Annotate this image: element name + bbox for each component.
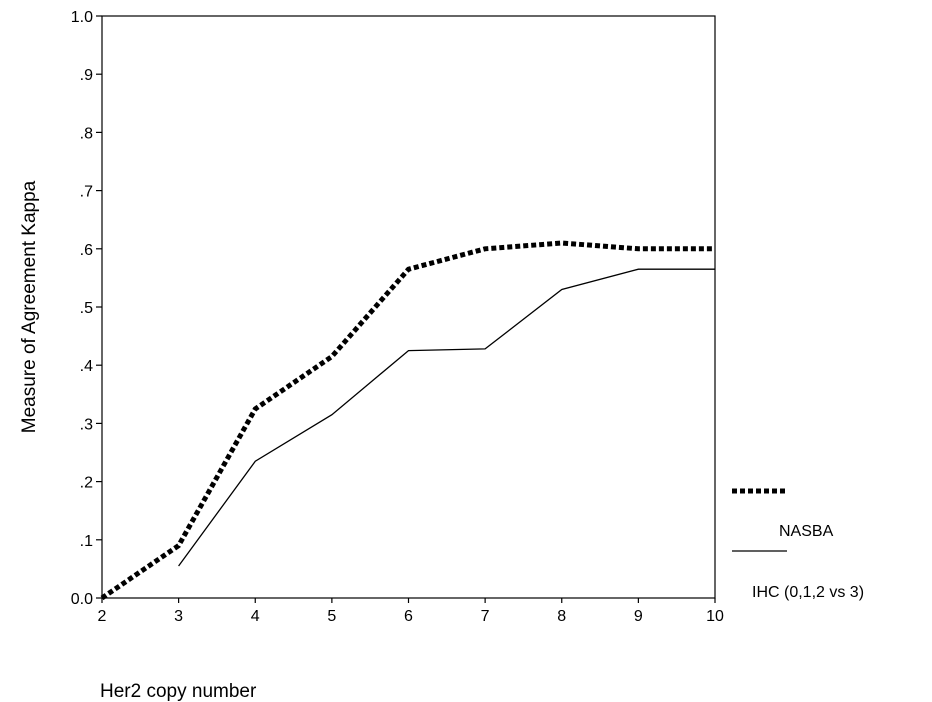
y-tick-label: .8 (80, 125, 93, 142)
y-tick-label: 0.0 (71, 591, 93, 608)
x-axis: 2 3 4 5 6 7 8 9 10 (98, 598, 724, 625)
x-tick-label: 10 (706, 608, 724, 625)
y-tick-label: .7 (80, 184, 93, 201)
x-tick-label: 8 (557, 608, 566, 625)
y-axis: 0.0 .1 .2 .3 .4 .5 .6 .7 .8 .9 1.0 (71, 9, 102, 608)
x-tick-label: 3 (174, 608, 183, 625)
y-tick-label: .5 (80, 300, 93, 317)
x-tick-label: 7 (481, 608, 490, 625)
legend-label: IHC (0,1,2 vs 3) (752, 584, 864, 601)
x-tick-label: 2 (98, 608, 107, 625)
plot-frame (102, 16, 715, 598)
y-tick-label: .2 (80, 475, 93, 492)
x-axis-title: Her2 copy number (100, 681, 257, 702)
x-tick-label: 9 (634, 608, 643, 625)
x-tick-label: 5 (327, 608, 336, 625)
legend: NASBA IHC (0,1,2 vs 3) (732, 491, 864, 601)
y-tick-label: .3 (80, 416, 93, 433)
y-tick-label: .9 (80, 67, 93, 84)
x-tick-label: 4 (251, 608, 260, 625)
series-line-ihc (179, 269, 715, 566)
x-tick-label: 6 (404, 608, 413, 625)
y-tick-label: .1 (80, 533, 93, 550)
legend-label: NASBA (779, 523, 834, 540)
y-tick-label: .6 (80, 242, 93, 259)
y-axis-title: Measure of Agreement Kappa (19, 180, 40, 433)
y-tick-label: .4 (80, 358, 93, 375)
series-layer (102, 243, 715, 598)
y-tick-label: 1.0 (71, 9, 93, 26)
